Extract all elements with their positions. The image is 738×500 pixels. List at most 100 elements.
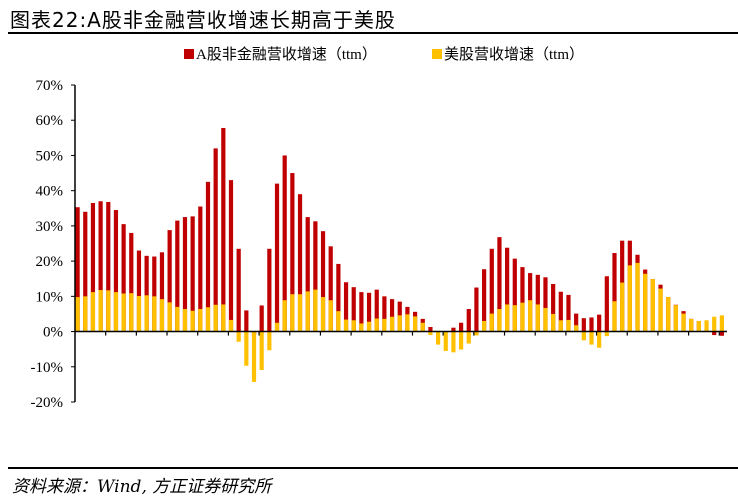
bar-a-share <box>581 318 586 332</box>
bar-us <box>167 302 172 332</box>
figure-title: 图表22:A股非金融营收增速长期高于美股 <box>10 8 396 32</box>
bar-a-share <box>259 305 264 332</box>
bar-a-share <box>167 230 172 332</box>
bar-us <box>320 297 326 332</box>
bar-a-share <box>328 246 333 332</box>
bar-a-share <box>159 252 165 332</box>
y-tick-label: 40% <box>36 184 64 200</box>
bar-us <box>620 282 625 332</box>
bar-us <box>597 331 602 348</box>
bar-a-share <box>543 277 548 332</box>
bar-us <box>558 320 563 332</box>
bar-us <box>443 331 448 351</box>
bar-a-share <box>466 309 471 332</box>
bar-a-share <box>113 210 119 332</box>
y-tick-label: -10% <box>31 360 64 376</box>
bar-a-share <box>305 217 310 332</box>
bar-a-share <box>489 248 494 332</box>
bar-us <box>459 331 464 350</box>
bar-us <box>543 307 548 332</box>
bar-a-share <box>228 180 234 332</box>
bar-us <box>612 301 617 332</box>
bar-us <box>474 331 479 336</box>
bar-a-share <box>198 206 203 332</box>
y-tick-label: 70% <box>36 78 64 94</box>
bar-a-share <box>382 296 387 332</box>
bar-a-share <box>535 274 540 332</box>
y-tick-label: 30% <box>36 219 64 235</box>
bar-us <box>267 331 272 351</box>
bar-us <box>236 331 241 342</box>
bar-a-share <box>190 216 195 332</box>
bar-us <box>719 315 724 332</box>
bar-a-share <box>389 299 395 332</box>
bar-a-share <box>566 294 571 332</box>
bar-us <box>412 316 418 332</box>
bar-us <box>428 331 433 336</box>
bar-us <box>366 321 372 332</box>
bar-a-share <box>351 287 356 332</box>
bar-a-share <box>152 256 157 332</box>
bar-us <box>213 304 218 332</box>
bar-us <box>106 290 111 332</box>
bar-a-share <box>497 237 502 332</box>
y-tick-label: 10% <box>36 289 64 305</box>
bar-a-share <box>90 202 96 332</box>
bar-us <box>90 292 96 332</box>
bar-us <box>574 325 579 332</box>
bar-us <box>535 304 540 332</box>
bar-us <box>305 291 310 332</box>
bar-us <box>136 295 142 332</box>
bar-a-share <box>551 284 556 332</box>
bar-us <box>159 299 165 332</box>
bar-a-share <box>221 127 226 332</box>
bar-us <box>643 273 648 332</box>
bar-a-share <box>282 155 287 332</box>
bar-us <box>351 320 356 332</box>
bar-us <box>696 320 701 332</box>
bar-a-share <box>612 253 617 332</box>
bar-us <box>282 300 287 332</box>
bar-us <box>297 294 303 332</box>
bar-us <box>274 322 280 332</box>
bar-us <box>113 292 119 332</box>
bar-us <box>244 331 249 366</box>
footer-divider <box>8 467 738 469</box>
bar-us <box>121 293 126 332</box>
bar-us <box>512 305 517 332</box>
bar-us <box>635 262 640 332</box>
bar-us <box>336 311 341 332</box>
bar-a-share <box>359 292 364 332</box>
bar-a-share <box>83 211 88 332</box>
bar-us <box>658 288 663 332</box>
bar-us <box>359 323 364 332</box>
title-divider <box>8 32 738 34</box>
y-tick-label: -20% <box>31 395 64 411</box>
bar-us <box>420 322 425 332</box>
bar-a-share <box>459 322 464 332</box>
bar-a-share <box>597 314 602 332</box>
bar-a-share <box>505 247 510 332</box>
bar-a-share <box>474 287 479 332</box>
bar-us <box>374 318 379 332</box>
bar-us <box>551 313 556 332</box>
bar-a-share <box>520 267 525 332</box>
bar-us <box>704 320 709 332</box>
bar-us <box>627 265 632 332</box>
bar-us <box>98 289 103 332</box>
bar-a-share <box>129 232 134 332</box>
bar-a-share <box>374 289 379 332</box>
bar-a-share <box>336 263 341 332</box>
y-tick-label: 20% <box>36 254 64 270</box>
legend-swatch-us <box>432 49 442 59</box>
bar-us <box>604 331 609 337</box>
bar-us <box>389 316 395 332</box>
bar-us <box>75 297 80 332</box>
legend: A股非金融营收增速（ttm） 美股营收增速（ttm） <box>184 46 584 63</box>
bar-a-share <box>320 231 326 332</box>
legend-swatch-a-share <box>184 49 194 59</box>
bar-us <box>259 331 264 370</box>
bar-a-share <box>428 326 433 332</box>
bar-us <box>152 296 157 332</box>
bar-a-share <box>98 201 103 332</box>
